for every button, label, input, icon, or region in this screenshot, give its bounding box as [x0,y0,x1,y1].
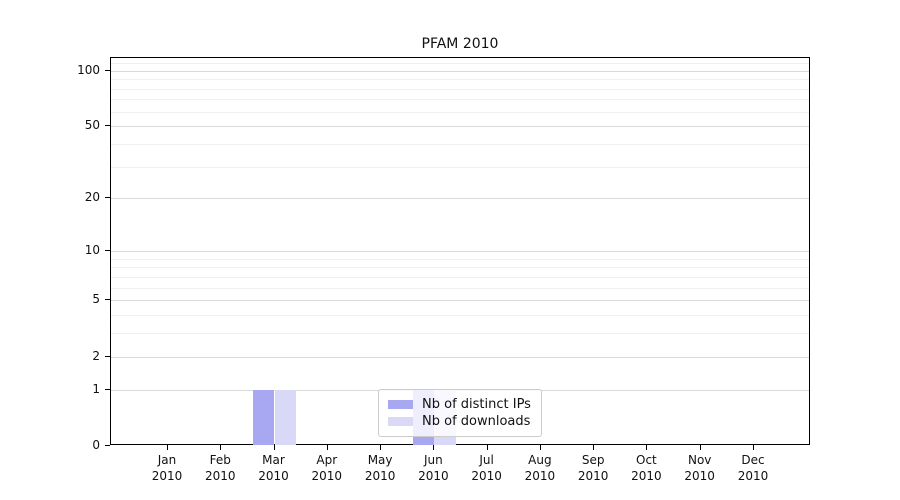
gridline-minor [111,333,809,335]
gridline-minor [111,258,809,260]
x-tick-label-may: May 2010 [350,452,410,484]
x-tick-mark [699,445,701,450]
gridline-major [111,70,809,72]
x-tick-year: 2010 [311,469,343,483]
x-tick-year: 2010 [151,469,183,483]
x-tick-year: 2010 [524,469,556,483]
x-tick-month: Nov [687,453,712,467]
chart-title: PFAM 2010 [421,36,499,52]
y-tick-mark [105,355,110,357]
x-tick-mark [753,445,754,450]
x-tick-year: 2010 [364,469,396,483]
y-tick-mark [105,299,110,301]
y-tick-label: 0 [92,438,100,452]
x-tick-label-jan: Jan 2010 [137,452,197,484]
x-tick-mark [273,445,275,450]
x-tick-month: Dec [741,453,765,467]
x-tick-mark [220,445,222,450]
x-tick-month: Feb [209,453,231,467]
x-tick-month: May [367,453,393,467]
gridline-major [111,251,809,252]
y-tick-mark [105,125,110,127]
x-tick-mark [433,445,435,450]
gridline-minor [111,99,809,101]
bar-mar-series1 [274,389,296,445]
x-tick-mark [326,445,328,450]
legend-label-downloads: Nb of downloads [422,414,531,429]
x-tick-year: 2010 [205,469,236,483]
x-tick-label-feb: Feb 2010 [190,452,250,484]
legend-swatch-distinct-ips [388,400,413,409]
y-tick-mark [105,445,110,446]
gridline-minor [111,267,809,269]
x-tick-month: Oct [636,453,657,467]
x-tick-label-oct: Oct 2010 [616,452,676,484]
y-tick-label: 100 [77,62,100,77]
x-tick-year: 2010 [631,469,662,483]
x-tick-month: Sep [581,453,605,467]
x-tick-month: Aug [528,453,552,467]
gridline-minor [111,276,809,278]
legend: Nb of distinct IPs Nb of downloads [378,389,542,437]
y-tick-label: 1 [92,381,100,396]
x-tick-year: 2010 [577,469,609,483]
gridline-major [111,198,809,200]
y-tick-label: 20 [84,190,100,205]
gridline-minor [111,287,809,289]
y-tick-mark [105,197,110,199]
y-tick-mark [105,69,110,71]
gridline-minor [111,166,809,168]
legend-swatch-downloads [388,417,413,426]
x-tick-mark [646,445,648,450]
x-tick-month: Apr [316,453,338,467]
x-tick-label-aug: Aug 2010 [510,452,570,484]
x-tick-label-dec: Dec 2010 [723,452,783,484]
y-tick-label: 50 [84,118,100,133]
gridline-minor [111,315,809,317]
y-tick-label: 5 [92,292,100,307]
gridline-minor [111,111,809,113]
y-tick-label: 2 [92,348,100,363]
x-tick-mark [593,445,595,450]
x-tick-month: Mar [262,453,285,467]
x-tick-mark [486,445,488,450]
legend-item-distinct-ips: Nb of distinct IPs [388,396,531,413]
bar-mar-series0 [253,389,275,445]
x-tick-mark [167,445,168,450]
legend-item-downloads: Nb of downloads [388,413,531,430]
gridline-minor [111,63,809,64]
x-tick-month: Jun [424,453,443,467]
y-tick-mark [105,250,110,251]
x-tick-month: Jan [157,453,177,467]
x-tick-year: 2010 [684,469,715,483]
y-tick-mark [105,388,110,390]
x-tick-year: 2010 [258,469,289,483]
x-tick-mark [380,445,382,450]
x-tick-label-mar: Mar 2010 [244,452,304,484]
gridline-minor [111,144,809,145]
gridline-major [111,300,809,302]
x-tick-year: 2010 [471,469,502,483]
gridline-minor [111,88,809,90]
x-tick-label-jul: Jul 2010 [457,452,517,484]
x-tick-label-nov: Nov 2010 [670,452,730,484]
gridline-major [111,126,809,128]
gridline-major [111,356,809,358]
x-tick-label-sep: Sep 2010 [563,452,623,484]
x-tick-label-jun: Jun 2010 [403,452,463,484]
x-tick-label-apr: Apr 2010 [297,452,357,484]
x-tick-month: Jul [479,453,494,467]
legend-label-distinct-ips: Nb of distinct IPs [422,397,531,412]
x-tick-mark [539,445,541,450]
gridline-minor [111,79,809,81]
plot-area: Nb of distinct IPs Nb of downloads [110,57,810,445]
y-tick-label: 10 [84,243,100,257]
x-tick-year: 2010 [737,469,769,483]
x-tick-year: 2010 [418,469,449,483]
